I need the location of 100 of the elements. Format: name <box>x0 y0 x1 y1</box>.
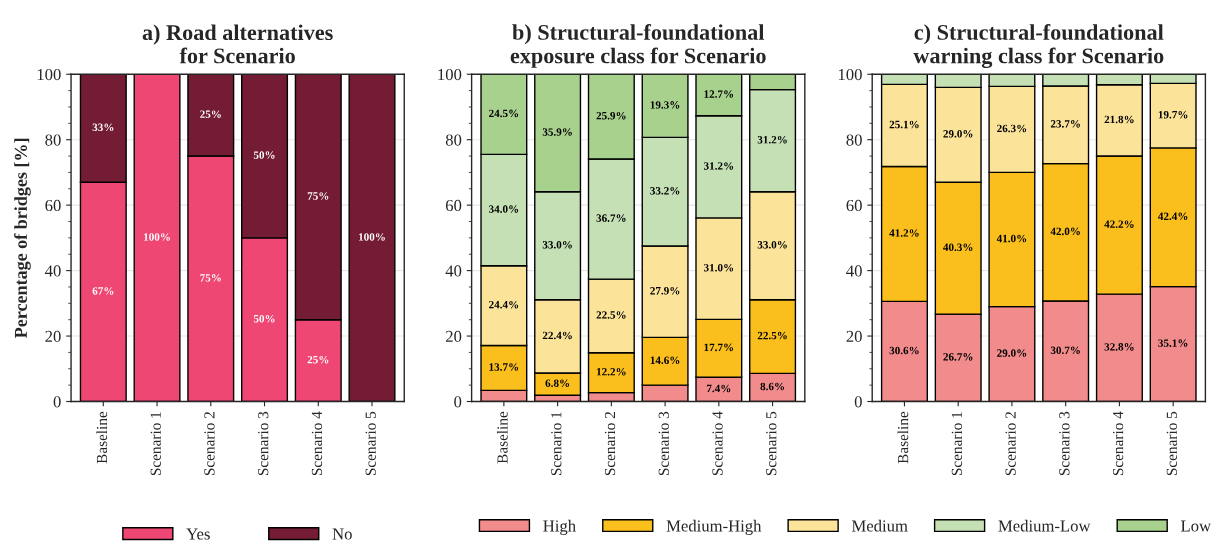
data-label: 30.6% <box>889 346 919 355</box>
data-label: 14.6% <box>650 356 680 365</box>
y-tick-label: 0 <box>854 396 862 408</box>
data-label: 23.7% <box>1050 120 1080 128</box>
data-label: 27.9% <box>650 286 680 295</box>
y-tick-label: 0 <box>53 396 61 408</box>
data-label: 34.0% <box>489 205 519 213</box>
y-tick-label: 40 <box>846 265 862 277</box>
data-label: 40.3% <box>943 243 973 252</box>
x-tick-label: Baseline <box>897 411 909 464</box>
x-tick-label: Scenario 2 <box>604 412 616 476</box>
y-tick-label: 20 <box>445 330 462 342</box>
x-tick-label: Scenario 4 <box>1112 411 1124 476</box>
data-label: 31.2% <box>703 162 734 170</box>
data-label: 25.1% <box>889 120 919 129</box>
x-tick-label: Scenario 3 <box>658 411 669 476</box>
data-label: 36.7% <box>596 214 626 222</box>
data-label: 33.0% <box>757 241 787 249</box>
data-label: 25% <box>200 110 221 118</box>
x-tick-label: Scenario 5 <box>766 411 777 476</box>
data-label: 31.0% <box>703 263 734 272</box>
data-label: 24.5% <box>489 109 519 118</box>
data-label: 26.3% <box>997 124 1027 133</box>
chart-title: a) Road alternatives for Scenario <box>142 24 333 64</box>
data-label: 12.7% <box>704 90 734 98</box>
data-label: 6.8% <box>545 379 570 387</box>
x-tick-label: Scenario 1 <box>150 412 161 476</box>
data-label: 26.7% <box>943 353 973 361</box>
y-tick-label: 20 <box>45 330 61 342</box>
x-tick-label: Scenario 3 <box>1059 411 1070 476</box>
data-label: 13.7% <box>489 363 519 371</box>
data-label: 30.7% <box>1050 346 1080 355</box>
data-label: 25.9% <box>596 111 626 120</box>
x-tick-label: Scenario 4 <box>311 411 323 476</box>
data-label: 25% <box>307 355 329 364</box>
data-label: 100% <box>359 233 385 241</box>
x-tick-label: Scenario 2 <box>1005 412 1016 476</box>
x-tick-label: Scenario 4 <box>712 411 723 476</box>
data-label: 75% <box>200 274 221 282</box>
data-label: 12.2% <box>596 367 626 376</box>
data-label: 29.0% <box>943 130 973 138</box>
data-label: 75% <box>307 192 329 200</box>
data-label: 67% <box>92 287 114 295</box>
y-tick-label: 20 <box>846 330 862 342</box>
legend-label: High <box>543 519 576 535</box>
data-label: 42.2% <box>1104 220 1134 228</box>
x-tick-label: Scenario 1 <box>951 412 963 476</box>
data-label: 17.7% <box>704 343 734 352</box>
y-tick-label: 40 <box>445 265 462 277</box>
data-label: 22.4% <box>542 331 572 340</box>
data-label: 24.4% <box>489 300 519 309</box>
x-tick-label: Baseline <box>96 411 108 464</box>
data-label: 19.7% <box>1158 110 1188 119</box>
y-tick-label: 100 <box>838 68 862 81</box>
y-tick-label: 40 <box>44 265 61 277</box>
bar <box>133 74 181 402</box>
legend-label: No <box>332 528 352 540</box>
data-label: 33% <box>92 123 114 132</box>
data-label: 35.9% <box>542 128 572 136</box>
data-label: 100% <box>144 233 170 241</box>
chart-title: c) Structural-foundational warning class for Scenario <box>913 23 1164 69</box>
data-label: 35.1% <box>1158 339 1188 347</box>
data-label: 33.2% <box>650 187 680 195</box>
data-label: 42.0% <box>1050 227 1080 236</box>
data-label: 32.8% <box>1104 343 1134 351</box>
y-tick-label: 100 <box>37 68 61 81</box>
y-tick-label: 0 <box>454 396 462 408</box>
data-label: 22.5% <box>757 331 787 340</box>
x-tick-label: Baseline <box>496 411 508 464</box>
data-label: 22.5% <box>596 311 626 319</box>
data-label: 19.3% <box>650 101 680 109</box>
y-tick-label: 60 <box>445 199 462 212</box>
x-tick-label: Scenario 3 <box>258 411 269 476</box>
y-tick-label: 100 <box>438 68 462 81</box>
x-tick-label: Scenario 1 <box>551 412 562 476</box>
x-tick-label: Scenario 5 <box>365 411 376 476</box>
bar <box>348 74 396 402</box>
x-tick-label: Scenario 5 <box>1166 411 1177 476</box>
legend-label: Medium <box>851 519 908 532</box>
data-label: 50% <box>253 151 275 159</box>
legend-label: Low <box>1181 520 1211 532</box>
legend-label: Medium-High <box>666 519 762 535</box>
data-label: 41.0% <box>996 234 1027 243</box>
data-label: 7.4% <box>706 384 731 393</box>
y-tick-label: 80 <box>846 134 862 146</box>
y-tick-label: 80 <box>45 134 61 146</box>
y-tick-label: 60 <box>45 199 61 212</box>
chart-title: b) Structural-foundational exposure class for Scenario <box>510 23 766 68</box>
data-label: 33.0% <box>542 241 572 249</box>
y-tick-label: 80 <box>445 134 462 146</box>
data-label: 50% <box>253 314 275 323</box>
data-label: 29.0% <box>997 349 1027 357</box>
y-tick-label: 60 <box>846 199 862 212</box>
legend-label: Yes <box>186 528 210 540</box>
legend-label: Medium-Low <box>998 519 1091 532</box>
y-axis-title: Percentage of bridges [%] <box>14 138 31 338</box>
data-label: 21.8% <box>1104 115 1134 124</box>
x-tick-label: Scenario 2 <box>204 412 215 476</box>
data-label: 41.2% <box>889 229 919 237</box>
data-label: 31.2% <box>757 135 787 144</box>
